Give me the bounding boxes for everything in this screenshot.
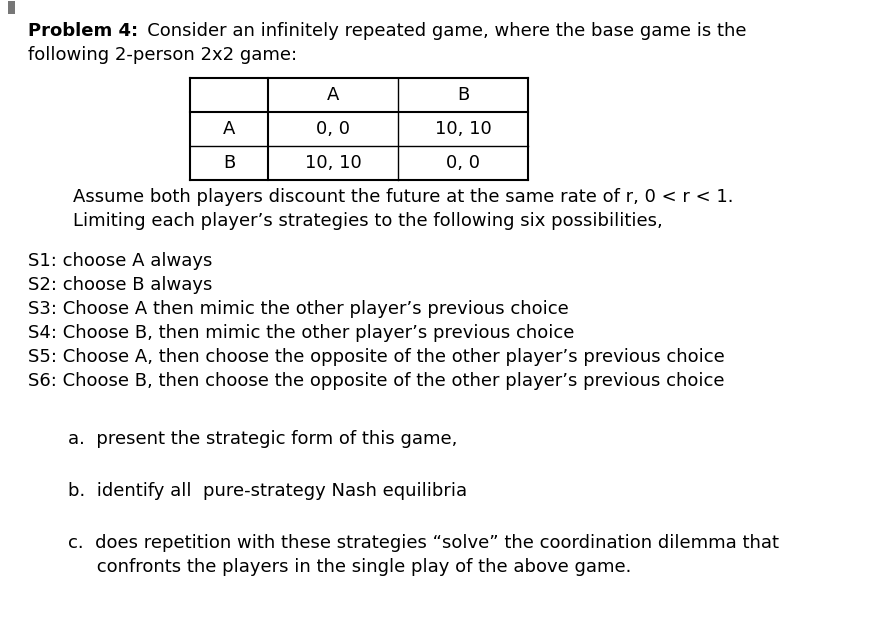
Text: 0, 0: 0, 0 bbox=[446, 154, 480, 172]
Text: b.  identify all  pure-strategy Nash equilibria: b. identify all pure-strategy Nash equil… bbox=[68, 482, 467, 500]
Text: 10, 10: 10, 10 bbox=[305, 154, 361, 172]
Text: a.  present the strategic form of this game,: a. present the strategic form of this ga… bbox=[68, 430, 458, 448]
Text: B: B bbox=[223, 154, 235, 172]
Text: S3: Choose A then mimic the other player’s previous choice: S3: Choose A then mimic the other player… bbox=[28, 300, 569, 318]
Text: Problem 4:: Problem 4: bbox=[28, 22, 138, 40]
Text: S5: Choose A, then choose the opposite of the other player’s previous choice: S5: Choose A, then choose the opposite o… bbox=[28, 348, 724, 366]
Text: Assume both players discount the future at the same rate of r, 0 < r < 1.: Assume both players discount the future … bbox=[73, 188, 733, 206]
Text: 0, 0: 0, 0 bbox=[316, 120, 350, 138]
Text: 10, 10: 10, 10 bbox=[434, 120, 491, 138]
Text: Limiting each player’s strategies to the following six possibilities,: Limiting each player’s strategies to the… bbox=[73, 212, 663, 230]
Text: S4: Choose B, then mimic the other player’s previous choice: S4: Choose B, then mimic the other playe… bbox=[28, 324, 574, 342]
Text: confronts the players in the single play of the above game.: confronts the players in the single play… bbox=[68, 558, 632, 576]
Text: S1: choose A always: S1: choose A always bbox=[28, 252, 212, 270]
Text: c.  does repetition with these strategies “solve” the coordination dilemma that: c. does repetition with these strategies… bbox=[68, 534, 779, 552]
Text: A: A bbox=[223, 120, 235, 138]
Text: B: B bbox=[457, 86, 469, 104]
Text: S6: Choose B, then choose the opposite of the other player’s previous choice: S6: Choose B, then choose the opposite o… bbox=[28, 372, 724, 390]
Text: A: A bbox=[326, 86, 339, 104]
Text: Consider an infinitely repeated game, where the base game is the: Consider an infinitely repeated game, wh… bbox=[130, 22, 747, 40]
Text: S2: choose B always: S2: choose B always bbox=[28, 276, 212, 294]
Text: following 2-person 2x2 game:: following 2-person 2x2 game: bbox=[28, 46, 297, 64]
